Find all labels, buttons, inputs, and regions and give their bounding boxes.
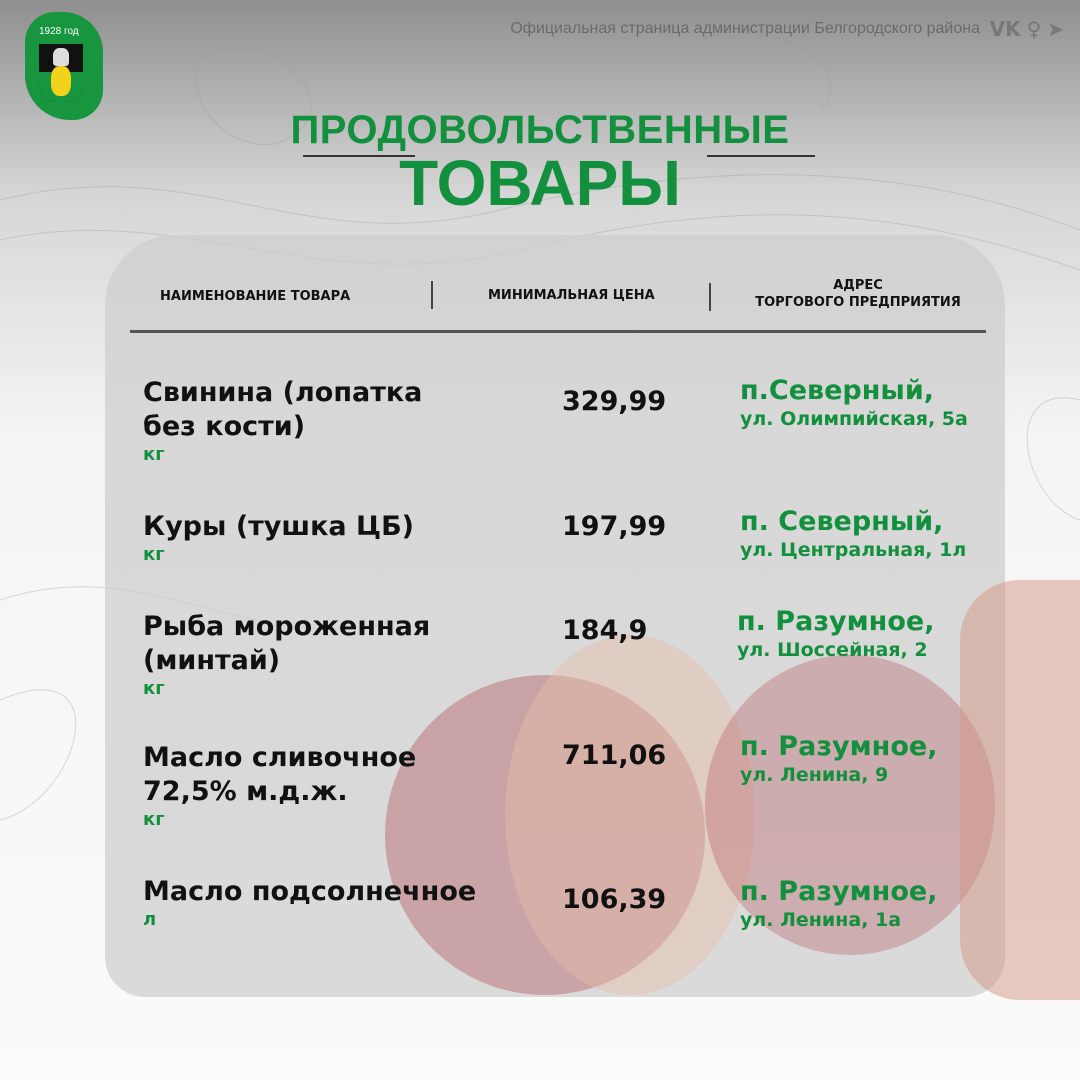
table-row-name: Свинина (лопатка без кости) кг: [143, 377, 423, 465]
table-row-address: п. Разумное, ул. Ленина, 1а: [740, 876, 938, 932]
table-row-address: п. Северный, ул. Центральная, 1л: [740, 506, 967, 562]
header-divider: [130, 330, 986, 333]
logo-year: 1928 год: [39, 26, 79, 37]
column-divider: [709, 283, 711, 311]
meat-image: [385, 675, 705, 995]
table-row-name: Масло сливочное 72,5% м.д.ж. кг: [143, 742, 417, 830]
page-subtitle: Официальная страница администрации Белго…: [510, 20, 980, 37]
telegram-icon[interactable]: ➤: [1047, 17, 1064, 41]
vk-icon[interactable]: VK: [989, 17, 1021, 41]
table-row-price: 197,99: [562, 511, 667, 542]
title-line-1: ПРОДОВОЛЬСТВЕННЫЕ: [290, 108, 790, 152]
column-header-name: НАИМЕНОВАНИЕ ТОВАРА: [160, 289, 351, 304]
table-row-price: 329,99: [562, 386, 667, 417]
title-rule-left: [303, 155, 415, 157]
table-row-address: п.Северный, ул. Олимпийская, 5а: [740, 375, 968, 431]
column-header-address: АДРЕС ТОРГОВОГО ПРЕДПРИЯТИЯ: [755, 278, 961, 310]
table-row-price: 106,39: [562, 884, 667, 915]
title-rule-right: [707, 155, 815, 157]
column-header-price: МИНИМАЛЬНАЯ ЦЕНА: [488, 288, 655, 303]
ok-icon[interactable]: ♀: [1026, 17, 1042, 41]
price-table-panel: [105, 235, 1005, 997]
table-row-name: Куры (тушка ЦБ) кг: [143, 511, 414, 565]
district-logo: 1928 год: [25, 12, 103, 120]
title-line-2: ТОВАРЫ: [399, 147, 681, 219]
table-row-name: Рыба мороженная (минтай) кг: [143, 611, 431, 699]
table-row-address: п. Разумное, ул. Шоссейная, 2: [737, 606, 935, 662]
table-row-price: 711,06: [562, 740, 667, 771]
coat-of-arms-icon: [39, 44, 83, 102]
column-divider: [431, 281, 433, 309]
chicken-image: [505, 635, 755, 995]
meat-image-2: [705, 655, 995, 955]
social-links: VK ♀ ➤: [990, 17, 1064, 41]
table-row-price: 184,9: [562, 615, 648, 646]
table-row-name: Масло подсолнечное л: [143, 876, 477, 930]
chicken-image-edge: [960, 580, 1080, 1000]
table-row-address: п. Разумное, ул. Ленина, 9: [740, 731, 938, 787]
